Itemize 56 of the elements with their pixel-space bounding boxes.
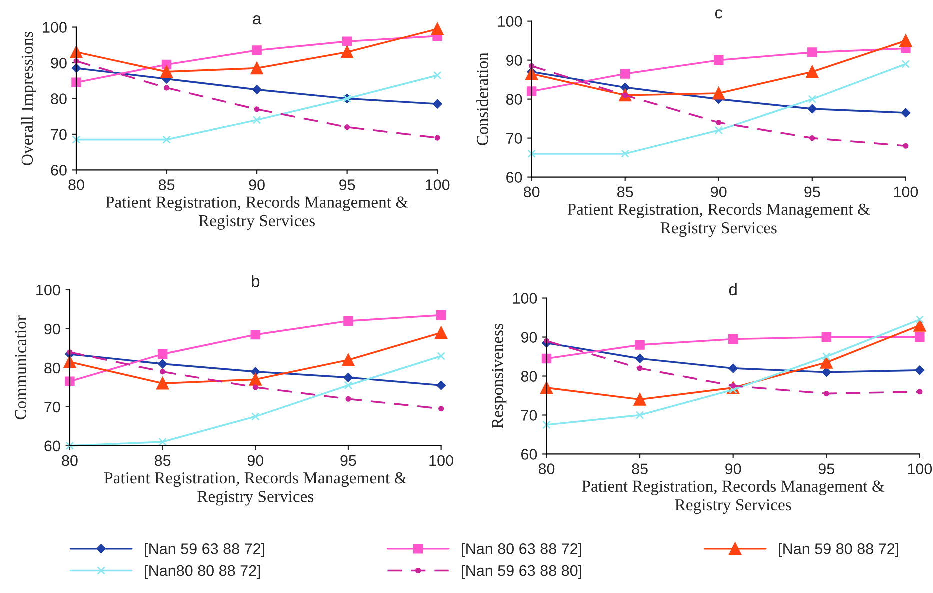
x-axis-title: Patient Registration, Records Management & Registry Services [582, 480, 885, 514]
y-tick-label: 80 [521, 371, 538, 382]
y-axis-title: Overall Impressions [21, 32, 36, 166]
y-tick-label: 90 [521, 332, 538, 343]
y-tick-label: 70 [44, 402, 60, 413]
y-tick-label: 70 [51, 129, 67, 140]
x-axis-title: Patient Registration, Records Management & Registry Services [106, 196, 408, 230]
x-tick-label: 90 [726, 464, 742, 474]
x-tick-label: 95 [340, 180, 356, 190]
y-tick-label: 60 [506, 172, 522, 183]
x-axis-title: Patient Registration, Records Management & Registry Services [568, 203, 870, 238]
x-tick-label: 80 [538, 464, 555, 474]
x-tick-label: 90 [248, 455, 264, 466]
y-tick-label: 90 [506, 55, 522, 66]
y-tick-label: 60 [44, 440, 60, 452]
x-axis-title: Patient Registration, Records Management & Registry Services [104, 472, 407, 506]
y-tick-label: 100 [498, 16, 522, 28]
y-tick-label: 60 [51, 165, 67, 176]
y-tick-label: 60 [521, 449, 538, 460]
y-tick-label: 70 [506, 133, 522, 144]
chart-title: b [252, 275, 260, 288]
legend-label: [Nan 59 63 88 72] [145, 543, 264, 558]
legend-label: [Nan 80 63 88 72] [462, 543, 582, 558]
y-axis-title: Communicatior [15, 316, 27, 420]
x-tick-label: 85 [158, 180, 175, 190]
y-tick-label: 100 [43, 22, 67, 33]
y-tick-label: 100 [513, 293, 538, 304]
chart-title: c [715, 10, 723, 19]
y-tick-label: 90 [51, 58, 67, 69]
x-tick-label: 85 [618, 186, 634, 198]
x-tick-label: 80 [68, 180, 84, 190]
legend-label: [Nan 59 80 88 72] [779, 543, 898, 558]
chart-title: d [729, 283, 737, 296]
y-tick-label: 80 [506, 94, 522, 106]
x-tick-label: 100 [894, 186, 918, 198]
y-tick-label: 80 [44, 362, 60, 374]
x-tick-label: 100 [430, 455, 454, 466]
x-tick-label: 90 [711, 186, 727, 198]
x-tick-label: 80 [62, 455, 78, 466]
y-tick-label: 100 [36, 284, 60, 296]
y-tick-label: 80 [51, 94, 67, 104]
x-tick-label: 85 [632, 464, 648, 474]
chart-title: a [253, 16, 262, 25]
x-tick-label: 95 [818, 464, 834, 474]
y-axis-title: Consideration [476, 52, 488, 146]
y-axis-title: Responsiveness [492, 324, 507, 429]
x-tick-label: 100 [908, 464, 932, 474]
x-tick-label: 85 [154, 455, 171, 466]
x-tick-label: 100 [426, 180, 450, 190]
legend-label: [Nan80 80 88 72] [145, 565, 260, 580]
y-tick-label: 90 [44, 324, 60, 335]
y-tick-label: 70 [522, 410, 538, 421]
legend-label: [Nan 59 63 88 80] [462, 565, 582, 580]
x-tick-label: 95 [804, 186, 820, 198]
x-tick-label: 95 [340, 455, 356, 466]
x-tick-label: 90 [249, 180, 265, 190]
